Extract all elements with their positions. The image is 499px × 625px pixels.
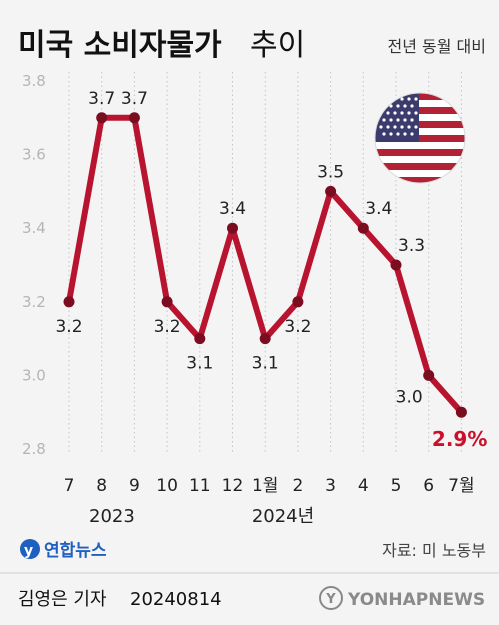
x-tick-label: 3 <box>325 476 336 496</box>
data-point <box>227 222 238 234</box>
data-label: 3.2 <box>55 317 82 337</box>
y-tick-label: 2.8 <box>22 440 46 458</box>
us-flag-icon <box>374 92 466 184</box>
y-tick-label: 3.0 <box>22 366 46 384</box>
yonhapnews-watermark: Y YONHAPNEWS <box>319 586 485 610</box>
y-axis-ticks: 3.8 3.6 3.4 3.2 3.0 2.8 <box>22 72 46 458</box>
data-point <box>390 259 402 271</box>
data-label: 3.1 <box>186 354 213 374</box>
data-point <box>325 185 337 197</box>
data-point <box>161 296 173 308</box>
chart-subtitle: 전년 동월 대비 <box>388 37 487 56</box>
data-point <box>357 222 369 234</box>
y-tick-label: 3.6 <box>22 146 46 164</box>
x-tick-label: 7월 <box>448 476 474 496</box>
data-label: 3.1 <box>252 354 279 374</box>
data-point <box>455 406 467 418</box>
source-credit: 자료: 미 노동부 <box>382 541 486 560</box>
x-tick-label: 1월 <box>252 476 278 496</box>
data-label: 3.0 <box>396 387 423 407</box>
x-axis-ticks: 7 8 9 10 11 12 1월 2 3 4 5 6 7월 <box>64 476 475 496</box>
chart-title-suffix: 추이 <box>250 28 305 63</box>
footer-date: 20240814 <box>130 589 222 610</box>
svg-text:y: y <box>24 543 33 559</box>
agency-name: YONHAPNEWS <box>347 590 485 610</box>
x-tick-label: 12 <box>222 476 244 496</box>
data-label: 2.9% <box>432 427 487 451</box>
cpi-series <box>63 112 467 418</box>
x-tick-label: 9 <box>129 476 140 496</box>
chart-title: 미국 소비자물가 <box>18 28 222 63</box>
x-tick-label: 6 <box>423 476 434 496</box>
data-point <box>96 112 108 124</box>
y-tick-label: 3.2 <box>22 293 46 311</box>
x-tick-label: 11 <box>189 476 211 496</box>
data-point <box>194 333 206 345</box>
data-label: 3.3 <box>398 236 425 256</box>
year-label-2024: 2024년 <box>252 506 314 527</box>
year-label-2023: 2023 <box>89 506 135 527</box>
data-point <box>259 333 271 345</box>
logo-text: 연합뉴스 <box>44 540 107 561</box>
x-tick-label: 10 <box>156 476 178 496</box>
data-label: 3.2 <box>284 317 311 337</box>
vertical-gridlines <box>68 72 462 452</box>
data-label: 3.2 <box>154 317 181 337</box>
svg-text:Y: Y <box>325 592 336 607</box>
x-tick-label: 2 <box>292 476 303 496</box>
data-label: 3.5 <box>317 162 344 182</box>
x-tick-label: 8 <box>96 476 107 496</box>
reporter-name: 김영은 기자 <box>18 589 107 610</box>
yonhap-logo: y 연합뉴스 <box>20 539 107 561</box>
data-labels: 3.23.7 3.73.23.13.43.13.23.53.43.33.02.9% <box>55 89 487 451</box>
x-tick-label: 5 <box>391 476 402 496</box>
data-label: 3.7 <box>121 89 148 109</box>
x-tick-label: 4 <box>358 476 369 496</box>
data-label: 3.7 <box>88 89 115 109</box>
data-label: 3.4 <box>365 199 392 219</box>
data-point <box>292 296 304 308</box>
y-tick-label: 3.4 <box>22 219 46 237</box>
x-tick-label: 7 <box>64 476 75 496</box>
data-point <box>128 112 140 124</box>
data-point <box>63 296 75 308</box>
y-tick-label: 3.8 <box>22 72 46 90</box>
data-point <box>423 369 435 381</box>
data-label: 3.4 <box>219 199 246 219</box>
